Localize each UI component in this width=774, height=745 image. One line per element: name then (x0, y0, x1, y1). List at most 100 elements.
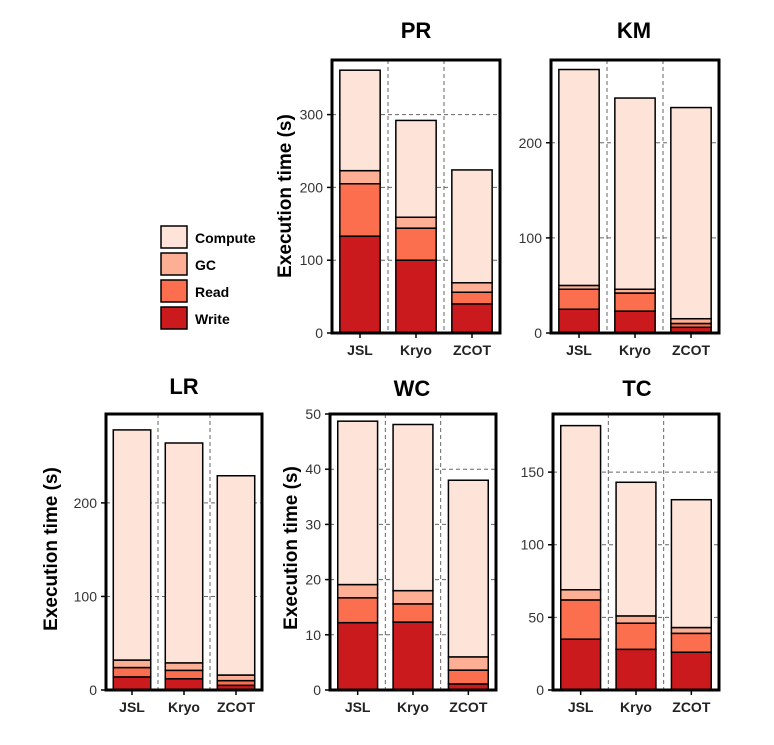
x-tick-label: JSL (119, 699, 145, 715)
y-tick-label: 200 (300, 179, 324, 195)
x-tick-label: JSL (345, 699, 371, 715)
y-tick-label: 200 (74, 495, 98, 511)
legend-swatch-compute (160, 225, 188, 249)
plot-frame (104, 412, 264, 692)
y-tick-label: 50 (305, 406, 321, 422)
plot-frame (549, 58, 721, 335)
bar-jsl-compute (559, 424, 602, 591)
bar-kryo-compute (164, 442, 204, 664)
y-tick-label: 30 (305, 516, 321, 532)
bar-kryo-compute (392, 423, 434, 592)
bar-jsl-read (336, 597, 379, 624)
bar-zcot-gc (216, 674, 256, 682)
bar-jsl-write (112, 676, 152, 691)
plot-frame (330, 58, 502, 335)
y-tick-label: 100 (521, 537, 545, 553)
bar-kryo-compute (615, 481, 657, 617)
x-tick-label: Kryo (397, 699, 429, 715)
bar-jsl-read (339, 183, 381, 237)
y-tick-label: 150 (521, 464, 545, 480)
x-tick-label: Kryo (400, 342, 432, 358)
bar-kryo-read (615, 622, 657, 651)
bar-zcot-compute (216, 474, 256, 676)
legend: Compute GC Read Write (160, 225, 256, 330)
bar-jsl-compute (558, 68, 600, 287)
bar-kryo-write (614, 310, 656, 334)
bar-zcot-read (451, 291, 493, 305)
panel-wc: JSL Kryo ZCOT 0 10 20 30 40 50 WC Execution time (… (281, 376, 498, 715)
bar-kryo-read (164, 669, 204, 680)
panel-km: JSL Kryo ZCOT 0 100 200 KM (519, 18, 721, 358)
bar-kryo-read (614, 292, 656, 312)
bar-kryo-gc (392, 589, 434, 605)
bar-jsl-compute (339, 69, 381, 172)
bar-jsl-gc (112, 659, 152, 669)
bar-jsl-read (112, 666, 152, 678)
bar-jsl-gc (559, 589, 602, 601)
bar-zcot-gc (447, 656, 490, 671)
bar-zcot-compute (451, 169, 493, 284)
bar-jsl-gc (336, 583, 379, 599)
bar-kryo-compute (614, 97, 656, 290)
bar-zcot-read (670, 632, 713, 653)
bar-zcot-write (670, 651, 713, 691)
y-tick-label: 100 (300, 252, 324, 268)
x-tick-label: ZCOT (449, 699, 488, 715)
bar-kryo-write (392, 621, 434, 691)
panel-lr: JSL Kryo ZCOT 0 100 200 LR Execution time (s) (41, 374, 264, 715)
y-tick-label: 0 (89, 682, 97, 698)
y-axis-label: Execution time (s) (281, 466, 302, 630)
bar-zcot-compute (670, 106, 712, 320)
panel-title: KM (617, 18, 651, 43)
y-tick-label: 300 (300, 107, 324, 123)
bar-jsl-read (559, 599, 602, 640)
bar-kryo-read (392, 603, 434, 623)
y-tick-label: 20 (305, 572, 321, 588)
legend-label-read: Read (195, 284, 229, 300)
bar-kryo-write (615, 648, 657, 691)
y-tick-label: 200 (519, 135, 543, 151)
x-tick-label: ZCOT (672, 342, 711, 358)
plot-frame (551, 412, 721, 692)
bar-kryo-read (395, 227, 437, 261)
x-tick-label: JSL (568, 699, 594, 715)
x-tick-label: JSL (347, 342, 373, 358)
y-axis-label: Execution time (s) (41, 467, 62, 631)
legend-label-gc: GC (195, 257, 216, 273)
y-tick-label: 50 (528, 609, 544, 625)
legend-label-write: Write (195, 311, 230, 327)
panel-pr: JSL Kryo ZCOT 0 100 200 300 PR Execution time (s… (275, 18, 502, 358)
bar-jsl-compute (112, 429, 152, 661)
bar-zcot-gc (670, 626, 713, 635)
x-tick-label: Kryo (168, 699, 200, 715)
panel-title: LR (169, 374, 198, 399)
bar-kryo-gc (615, 615, 657, 624)
legend-swatch-gc (160, 252, 188, 276)
x-tick-label: JSL (566, 342, 592, 358)
y-axis-label: Execution time (s) (275, 114, 296, 278)
bar-kryo-compute (395, 119, 437, 218)
bar-zcot-compute (670, 498, 713, 629)
y-tick-label: 0 (313, 682, 321, 698)
bar-jsl-gc (339, 169, 381, 185)
bar-zcot-write (451, 303, 493, 334)
panel-tc: JSL Kryo ZCOT 0 50 100 150 TC (521, 376, 721, 715)
plot-frame (328, 412, 498, 692)
bar-jsl-read (558, 288, 600, 310)
y-tick-label: 0 (534, 325, 542, 341)
bar-zcot-gc (451, 282, 493, 293)
y-tick-label: 0 (315, 325, 323, 341)
bar-kryo-gc (395, 216, 437, 229)
x-tick-label: Kryo (619, 342, 651, 358)
panel-title: TC (622, 376, 651, 401)
bar-jsl-write (559, 638, 602, 691)
bar-kryo-write (395, 259, 437, 334)
x-tick-label: ZCOT (217, 699, 256, 715)
x-tick-label: ZCOT (672, 699, 711, 715)
bar-kryo-gc (164, 662, 204, 672)
x-tick-label: ZCOT (453, 342, 492, 358)
legend-swatch-read (160, 279, 188, 303)
bar-jsl-compute (336, 420, 379, 586)
panel-title: PR (401, 18, 432, 43)
bar-zcot-compute (447, 479, 490, 658)
